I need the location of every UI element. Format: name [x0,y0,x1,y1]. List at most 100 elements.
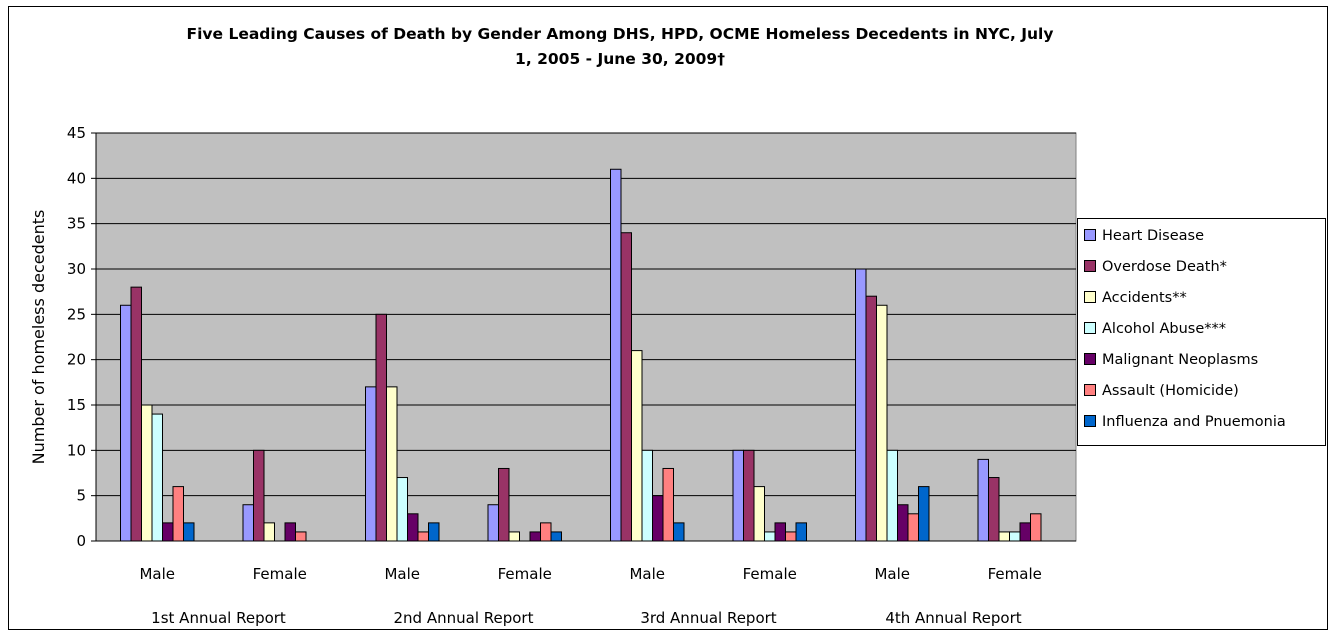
legend-item: Heart Disease [1084,226,1204,246]
bar [550,531,562,542]
legend-item: Malignant Neoplasms [1084,350,1258,370]
bar [141,404,153,542]
y-tick-label: 5 [76,487,86,505]
legend-label: Heart Disease [1102,228,1204,244]
legend-swatch [1084,353,1096,365]
legend-swatch [1084,322,1096,334]
bar [652,495,664,542]
y-tick-label: 30 [67,260,86,278]
bar [732,449,744,542]
legend-label: Overdose Death* [1102,259,1227,275]
chart-title-line2: 1, 2005 - June 30, 2009† [515,50,725,68]
bar [662,467,674,542]
bar [641,449,653,542]
legend-label: Influenza and Pnuemonia [1102,414,1286,430]
chart-title: Five Leading Causes of Death by Gender A… [120,22,1120,72]
legend-item: Assault (Homicide) [1084,381,1239,401]
legend-item: Influenza and Pnuemonia [1084,412,1286,432]
bar [498,467,510,542]
bar [795,522,807,542]
axes: 0 5 10 15 20 25 30 35 40 45 Male Female 1st Annual R… [67,124,1076,627]
bar [487,504,499,542]
y-tick-label: 15 [67,396,86,414]
legend-item: Alcohol Abuse*** [1084,319,1226,339]
bar [785,531,797,542]
legend-swatch [1084,260,1096,272]
bar [529,531,541,542]
bar [1009,531,1021,542]
bar [162,522,174,542]
x-group-label: 2nd Annual Report [394,609,534,627]
legend-swatch [1084,384,1096,396]
bar [386,386,398,542]
y-tick-label: 25 [67,305,86,323]
bar [120,304,132,542]
bar [407,513,419,542]
legend-swatch [1084,229,1096,241]
x-subcategory-label: Male [629,565,665,583]
plot-area [95,132,1077,542]
y-tick-label: 20 [67,351,86,369]
bar [876,304,888,542]
bar [673,522,685,542]
bar [253,449,265,542]
y-tick-label: 40 [67,169,86,187]
x-group-label: 3rd Annual Report [640,609,776,627]
bar [508,531,520,542]
bar [764,531,776,542]
bar [396,477,408,542]
bar [743,449,755,542]
y-tick-label: 35 [67,215,86,233]
bar [918,486,930,542]
y-axis-label: Number of homeless decedents [29,210,48,465]
bar [753,486,765,542]
x-subcategory-label: Female [498,565,552,583]
bar [428,522,440,542]
bar [375,313,387,542]
bar [284,522,296,542]
bar [417,531,429,542]
bar [998,531,1010,542]
legend-label: Assault (Homicide) [1102,383,1239,399]
bar [1019,522,1031,542]
bar [907,513,919,542]
legend-label: Alcohol Abuse*** [1102,321,1227,337]
x-subcategory-label: Male [874,565,910,583]
x-subcategory-label: Female [253,565,307,583]
legend-swatch [1084,291,1096,303]
bar [865,295,877,542]
bar [631,350,643,542]
bar [897,504,909,542]
x-subcategory-label: Female [988,565,1042,583]
bar [977,458,989,542]
legend-item: Overdose Death* [1084,257,1227,277]
x-subcategory-label: Male [384,565,420,583]
bars [120,168,1042,542]
bar [855,268,867,542]
legend-label: Malignant Neoplasms [1102,352,1259,368]
bar [365,386,377,542]
y-tick-label: 0 [76,532,86,550]
bar [295,531,307,542]
bar [172,486,184,542]
x-subcategory-label: Male [139,565,175,583]
legend-item: Accidents** [1084,288,1187,308]
bar [183,522,195,542]
legend-swatch [1084,415,1096,427]
bar [130,286,142,542]
bar [540,522,552,542]
bar [988,477,1000,542]
bar [774,522,786,542]
legend-label: Accidents** [1102,290,1187,306]
bar [886,449,898,542]
chart-title-line1: Five Leading Causes of Death by Gender A… [186,25,1054,43]
bar [151,413,163,542]
bar [242,504,254,542]
y-tick-label: 45 [67,124,86,142]
bar [1030,513,1042,542]
x-group-label: 1st Annual Report [151,609,286,627]
y-tick-label: 10 [67,441,86,459]
bar [620,232,632,542]
x-group-label: 4th Annual Report [885,609,1021,627]
